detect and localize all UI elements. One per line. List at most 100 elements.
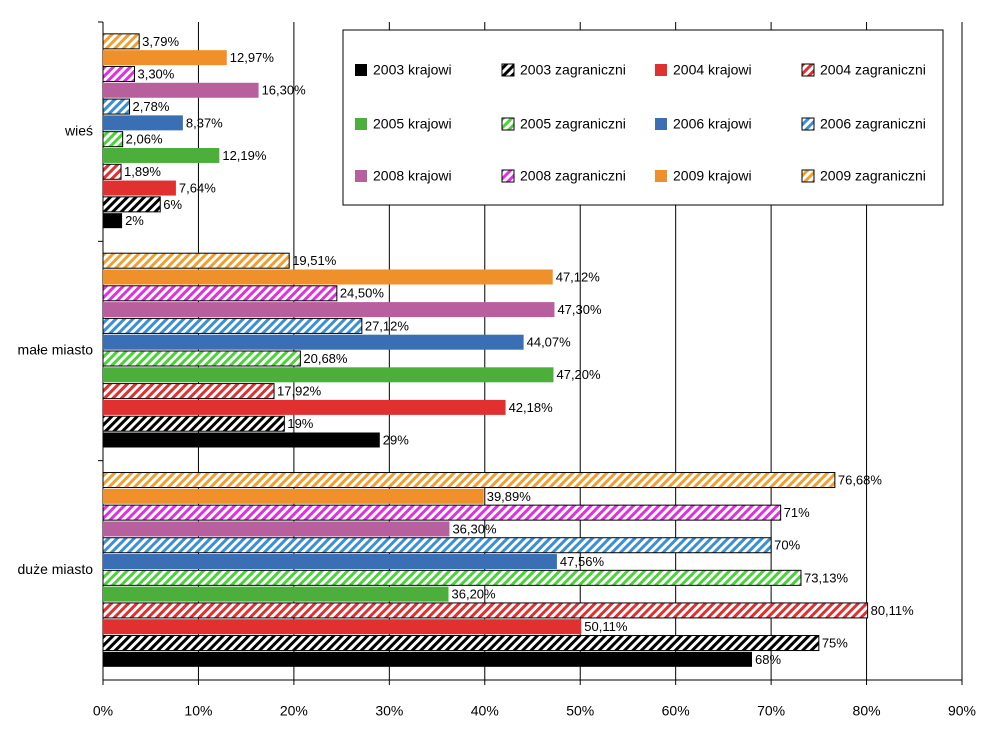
x-tick-label: 50% (566, 703, 594, 719)
value-label: 2,78% (133, 99, 170, 114)
y-tick-label: duże miasto (18, 561, 94, 577)
x-tick-label: 90% (948, 703, 976, 719)
bar (103, 399, 506, 415)
value-label: 20,68% (303, 351, 348, 366)
bar (103, 521, 450, 537)
bar (102, 65, 135, 82)
bar (103, 180, 176, 196)
bar (103, 147, 220, 163)
y-tick-label: małe miasto (18, 342, 94, 358)
bar (103, 269, 553, 285)
legend-swatch (801, 169, 815, 183)
x-tick-label: 0% (93, 703, 113, 719)
value-label: 36,30% (452, 521, 497, 536)
bar (103, 488, 484, 504)
legend-label: 2005 krajowi (373, 116, 452, 132)
bar (103, 554, 557, 570)
bar (102, 537, 772, 554)
value-label: 29% (383, 432, 409, 447)
y-tick-label: wieś (64, 122, 93, 138)
bar (102, 504, 782, 521)
bar (102, 569, 802, 586)
value-label: 19,51% (292, 253, 337, 268)
legend-label: 2008 krajowi (373, 168, 452, 184)
value-label: 2,06% (126, 132, 163, 147)
legend-swatch (501, 63, 515, 77)
bar (103, 115, 183, 131)
legend-label: 2006 krajowi (673, 116, 752, 132)
value-label: 68% (755, 652, 781, 667)
bar (103, 619, 582, 635)
legend-swatch (355, 170, 367, 182)
legend-label: 2006 zagraniczni (820, 116, 926, 132)
legend-swatch (355, 118, 367, 130)
bar (103, 586, 449, 602)
value-label: 8,37% (186, 115, 223, 130)
x-tick-label: 10% (184, 703, 212, 719)
legend-swatch (501, 169, 515, 183)
value-label: 47,12% (556, 269, 601, 284)
bar (102, 252, 290, 269)
value-label: 1,89% (124, 164, 161, 179)
bar (103, 334, 524, 350)
bar (102, 635, 820, 652)
legend-swatch (501, 117, 515, 131)
bar (102, 33, 140, 50)
value-label: 42,18% (509, 400, 554, 415)
bar (103, 213, 123, 229)
value-label: 71% (784, 505, 810, 520)
value-label: 3,30% (137, 66, 174, 81)
value-label: 36,20% (452, 587, 497, 602)
value-label: 73,13% (804, 570, 849, 585)
value-label: 24,50% (340, 286, 385, 301)
value-label: 70% (774, 538, 800, 553)
bar (103, 651, 753, 667)
value-label: 3,79% (142, 34, 179, 49)
value-label: 19% (287, 416, 313, 431)
x-tick-label: 70% (757, 703, 785, 719)
bar (103, 302, 555, 318)
legend-label: 2008 zagraniczni (520, 168, 626, 184)
value-label: 39,89% (487, 489, 532, 504)
x-tick-label: 80% (853, 703, 881, 719)
legend-box (342, 29, 944, 206)
value-label: 7,64% (179, 181, 216, 196)
value-label: 16,30% (262, 83, 307, 98)
legend-swatch (655, 118, 667, 130)
legend-label: 2003 krajowi (373, 62, 452, 78)
bar (102, 285, 338, 302)
legend-swatch (801, 63, 815, 77)
bar (102, 317, 363, 334)
value-label: 17,92% (277, 384, 322, 399)
value-label: 47,30% (557, 302, 602, 317)
legend-swatch (655, 170, 667, 182)
bar (103, 82, 259, 98)
bar (102, 472, 836, 489)
value-label: 47,56% (560, 554, 605, 569)
value-label: 80,11% (871, 603, 915, 618)
legend-label: 2004 zagraniczni (820, 62, 926, 78)
bar (102, 350, 301, 367)
bar (102, 415, 285, 432)
value-label: 27,12% (365, 318, 410, 333)
legend-label: 2009 zagraniczni (820, 168, 926, 184)
value-label: 12,97% (230, 50, 275, 65)
legend-label: 2005 zagraniczni (520, 116, 626, 132)
value-label: 6% (163, 197, 182, 212)
legend-swatch (355, 64, 367, 76)
bar (102, 383, 275, 400)
value-label: 76,68% (838, 472, 883, 487)
bar (102, 602, 869, 619)
x-tick-label: 40% (471, 703, 499, 719)
value-label: 12,19% (222, 148, 267, 163)
x-tick-label: 60% (662, 703, 690, 719)
bar (103, 50, 227, 66)
legend-swatch (655, 64, 667, 76)
bar (102, 98, 131, 115)
legend-label: 2003 zagraniczni (520, 62, 626, 78)
x-tick-label: 30% (375, 703, 403, 719)
value-label: 44,07% (527, 335, 572, 350)
legend-label: 2009 krajowi (673, 168, 752, 184)
